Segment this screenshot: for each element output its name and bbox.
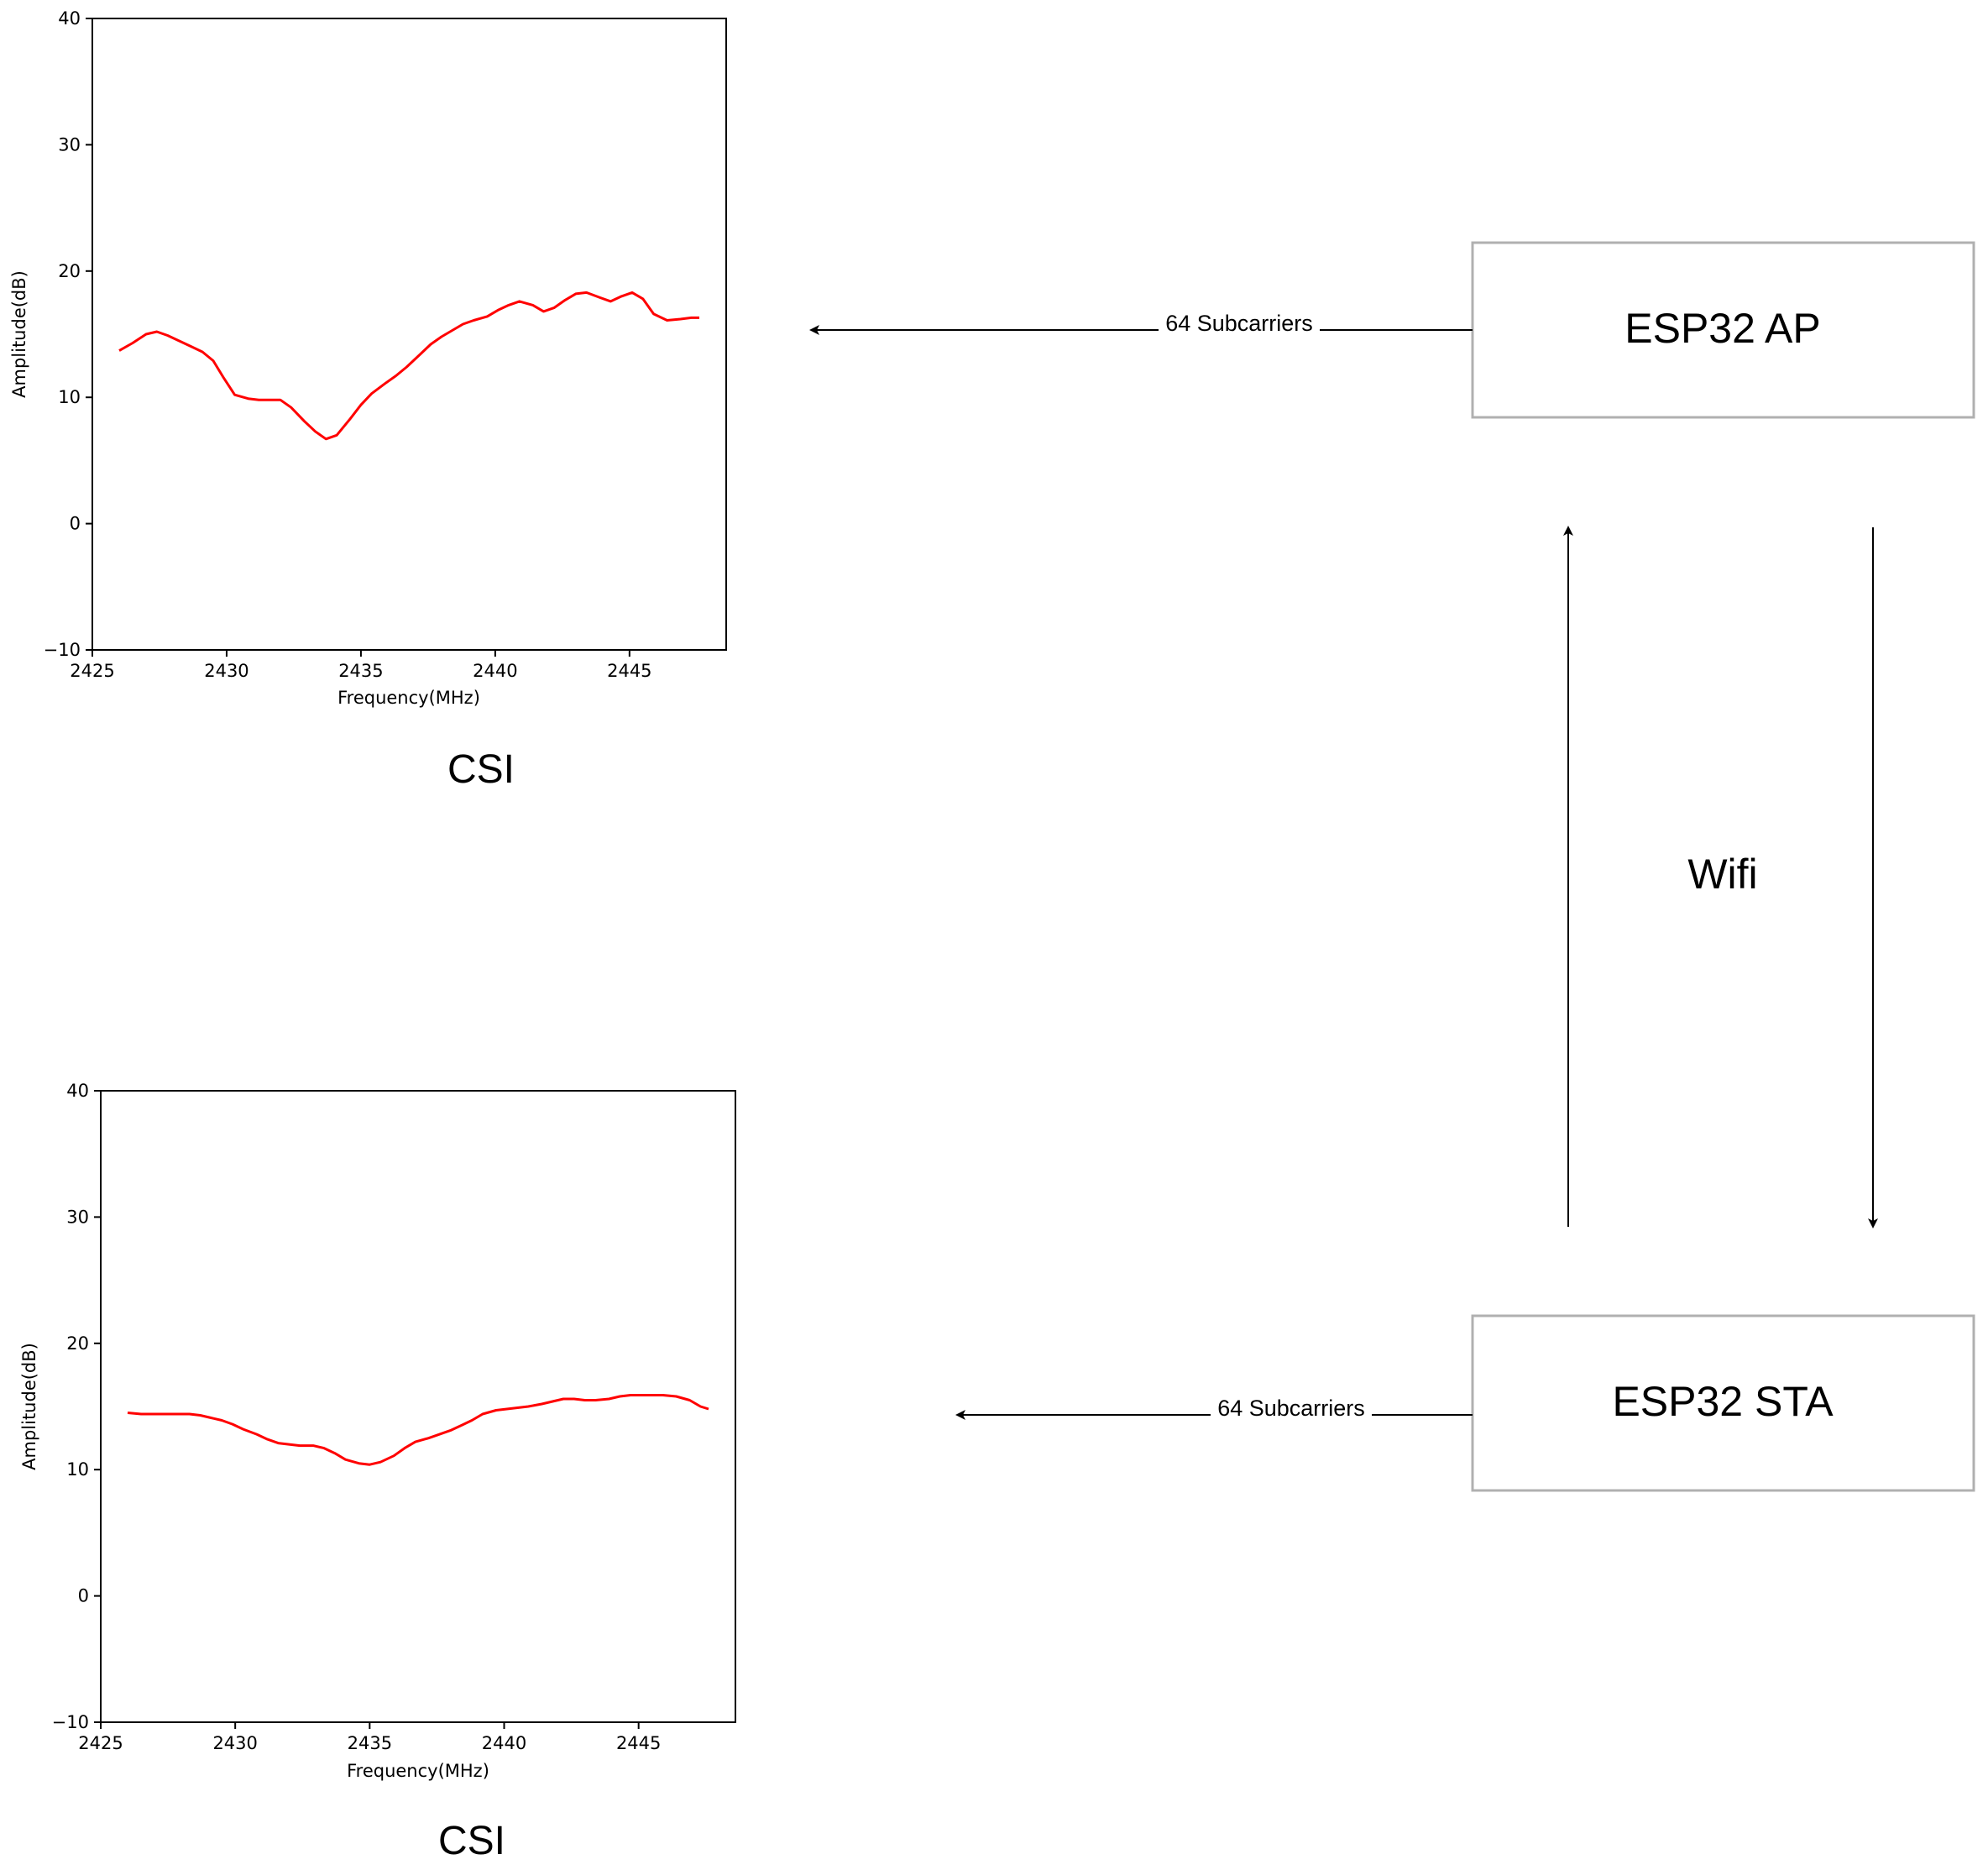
- y-tick-label: 10: [66, 1459, 89, 1480]
- x-tick-label: 2430: [212, 1733, 257, 1753]
- y-tick-label: 10: [58, 387, 81, 407]
- series-line-0: [118, 291, 699, 441]
- x-axis-label: Frequency(MHz): [347, 1761, 489, 1781]
- x-axis-label: Frequency(MHz): [337, 688, 480, 708]
- x-tick-label: 2425: [78, 1733, 123, 1753]
- plot-frame: [92, 18, 727, 651]
- y-axis-label: Amplitude(dB): [9, 270, 29, 398]
- y-tick-label: 40: [66, 1081, 89, 1101]
- chart-caption: CSI: [438, 1819, 505, 1863]
- y-tick-label: −10: [44, 640, 81, 660]
- chart-caption: CSI: [447, 747, 515, 792]
- edge-label: 64 Subcarriers: [1217, 1396, 1365, 1421]
- plot-frame: [100, 1090, 736, 1723]
- x-tick-label: 2425: [70, 661, 114, 681]
- esp32-ap-label: ESP32 AP: [1624, 305, 1821, 352]
- x-tick-label: 2430: [204, 661, 248, 681]
- node-esp32-sta: ESP32 STA: [1471, 1314, 1975, 1492]
- edge-label-bg: [1211, 1394, 1372, 1422]
- x-tick-label: 2445: [616, 1733, 661, 1753]
- esp32-sta-label: ESP32 STA: [1612, 1378, 1834, 1425]
- y-tick-label: 40: [58, 8, 81, 29]
- x-tick-label: 2440: [482, 1733, 526, 1753]
- esp32-ap-box: [1471, 241, 1975, 419]
- node-esp32-ap: ESP32 AP: [1471, 241, 1975, 419]
- ticks: 2425 2430 2435 2440 2445 −10 0 10 20 30 40: [44, 8, 652, 681]
- y-tick-label: 20: [66, 1333, 89, 1354]
- x-tick-label: 2435: [338, 661, 383, 681]
- wifi-link-label: Wifi: [1687, 851, 1757, 898]
- series-line-group: [118, 291, 699, 441]
- y-tick-label: 0: [70, 514, 81, 534]
- x-tick-label: 2440: [473, 661, 517, 681]
- y-tick-label: 0: [78, 1586, 89, 1606]
- series-line-group: [127, 1394, 709, 1466]
- y-tick-label: −10: [52, 1712, 89, 1732]
- y-axis-label: Amplitude(dB): [19, 1343, 39, 1470]
- edge-ap-to-csi-1: 64 Subcarriers: [809, 309, 1473, 338]
- x-tick-label: 2435: [348, 1733, 392, 1753]
- csi-chart-1: 2425 2430 2435 2440 2445 −10 0 10 20 30 40 Frequen…: [9, 8, 727, 792]
- edge-sta-to-csi-2: 64 Subcarriers: [955, 1394, 1473, 1422]
- y-tick-label: 20: [58, 261, 81, 281]
- y-tick-label: 30: [66, 1207, 89, 1227]
- csi-chart-2: 2425 2430 2435 2440 2445 −10 0 10 20 30 40 Frequen…: [19, 1081, 736, 1863]
- y-tick-label: 30: [58, 134, 81, 155]
- esp32-sta-box: [1471, 1314, 1975, 1492]
- ticks: 2425 2430 2435 2440 2445 −10 0 10 20 30 40: [52, 1081, 662, 1753]
- x-tick-label: 2445: [607, 661, 651, 681]
- edge-label-bg: [1159, 309, 1320, 338]
- series-line-0: [127, 1394, 709, 1466]
- edge-label: 64 Subcarriers: [1165, 311, 1313, 336]
